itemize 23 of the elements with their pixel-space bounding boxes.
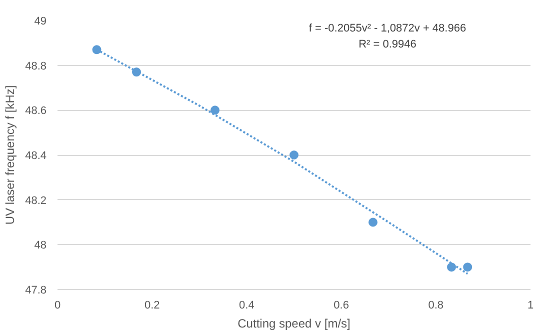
x-tick-label: 0.6 bbox=[334, 300, 349, 312]
point bbox=[92, 45, 102, 54]
y-tick-label: 48.4 bbox=[25, 150, 47, 162]
point bbox=[290, 150, 298, 160]
y-tick-label: 48.6 bbox=[25, 105, 47, 118]
y-tick-label: 48.2 bbox=[25, 194, 47, 207]
annotation: f = -0.2055v² - 1,0872v + 48.966 bbox=[308, 22, 466, 34]
y-tick-label: 47.8 bbox=[25, 284, 47, 296]
x-tick-label: 0 bbox=[54, 300, 61, 312]
y-axis-title: UV laser frequency f [kHz] bbox=[3, 85, 18, 225]
y-tick-label: 48.8 bbox=[25, 60, 47, 72]
point bbox=[447, 262, 456, 272]
x-axis-title: Cutting speed v [m/s] bbox=[238, 316, 350, 330]
y-tick-label: 49 bbox=[34, 16, 47, 28]
x-tick-label: 0.8 bbox=[428, 300, 444, 312]
point bbox=[463, 262, 472, 272]
x-tick-label: 0.4 bbox=[239, 300, 254, 312]
point bbox=[368, 218, 378, 227]
x-tick-label: 1 bbox=[527, 300, 534, 312]
y-tick-label: 48 bbox=[34, 240, 47, 252]
x-tick-label: 0.2 bbox=[144, 300, 160, 312]
annotation: R² = 0.9946 bbox=[358, 38, 416, 50]
point bbox=[210, 106, 220, 115]
